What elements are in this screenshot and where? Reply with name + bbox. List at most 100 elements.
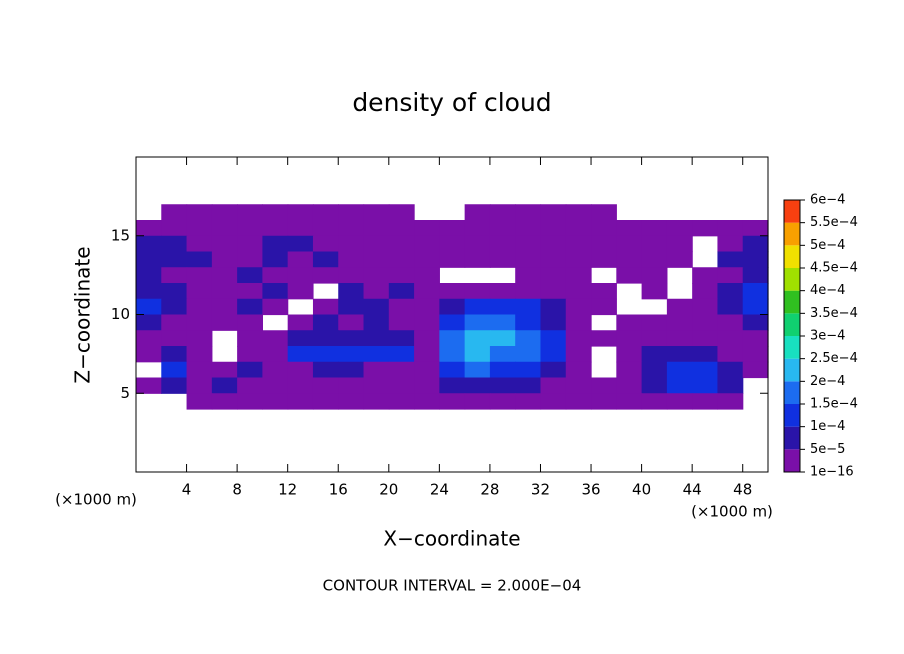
- colorbar-label: 3e−4: [810, 329, 845, 344]
- contour-cell: [717, 298, 744, 316]
- colorbar-swatch: [784, 336, 800, 359]
- contour-cell: [388, 346, 415, 363]
- contour-cell: [287, 314, 314, 331]
- contour-cell: [565, 251, 592, 268]
- contour-cell: [186, 235, 213, 253]
- contour-cell: [388, 298, 415, 316]
- contour-cell: [515, 298, 542, 316]
- contour-cell: [136, 298, 162, 316]
- contour-cell: [186, 298, 213, 316]
- contour-cell: [363, 298, 390, 316]
- contour-cell: [641, 220, 668, 237]
- contour-cell: [414, 220, 440, 237]
- colorbar-swatch: [784, 449, 800, 472]
- contour-cell: [540, 283, 567, 300]
- contour-cell: [388, 283, 415, 300]
- y-tick-label: 5: [120, 384, 130, 402]
- contour-cell: [211, 267, 238, 284]
- contour-cell: [388, 314, 415, 331]
- contour-cell: [515, 314, 542, 331]
- colorbar-swatch: [784, 313, 800, 336]
- contour-cell: [464, 330, 491, 347]
- x-tick-label: 40: [632, 481, 651, 499]
- contour-cell: [439, 298, 466, 316]
- contour-cell: [262, 393, 289, 410]
- contour-cell: [742, 251, 769, 268]
- contour-cell: [489, 204, 516, 221]
- contour-cell: [388, 377, 415, 394]
- contour-cell: [287, 393, 314, 410]
- contour-cell: [464, 220, 491, 237]
- x-unit: (×1000 m): [691, 503, 773, 521]
- contour-cell: [489, 377, 516, 394]
- contour-cell: [136, 220, 162, 237]
- contour-cell: [666, 393, 693, 410]
- colorbar-label: 2e−4: [810, 374, 845, 389]
- colorbar-swatch: [784, 290, 800, 314]
- colorbar-swatch: [784, 426, 800, 450]
- contour-cell: [591, 330, 617, 347]
- colorbar-label: 4e−4: [810, 283, 845, 298]
- contour-cell: [540, 298, 567, 316]
- contour-cell: [414, 267, 440, 284]
- contour-cell: [312, 330, 339, 347]
- contour-cell: [237, 220, 263, 237]
- contour-cell: [616, 361, 643, 379]
- contour-cell: [161, 220, 188, 237]
- contour-cell: [439, 330, 466, 347]
- contour-cell: [565, 298, 592, 316]
- colorbar-label: 3.5e−4: [810, 306, 858, 321]
- contour-cell: [237, 314, 263, 331]
- colorbar-label: 5e−5: [810, 442, 845, 457]
- contour-cell: [186, 330, 213, 347]
- contour-cell: [388, 204, 415, 221]
- contour-cell: [540, 267, 567, 284]
- contour-cell: [666, 298, 693, 316]
- contour-cell: [439, 377, 466, 394]
- contour-cell: [338, 251, 365, 268]
- colorbar-label: 4.5e−4: [810, 261, 858, 276]
- contour-cell: [515, 346, 542, 363]
- contour-cell: [439, 251, 466, 268]
- contour-cell: [287, 267, 314, 284]
- contour-cell: [211, 377, 238, 394]
- contour-cell: [414, 393, 440, 410]
- contour-cell: [591, 220, 617, 237]
- contour-cell: [464, 204, 491, 221]
- colorbar-label: 6e−4: [810, 193, 845, 208]
- contour-cell: [262, 361, 289, 379]
- contour-cell: [565, 346, 592, 363]
- contour-cell: [692, 298, 719, 316]
- contour-cell: [692, 346, 719, 363]
- contour-cell: [439, 220, 466, 237]
- contour-cell: [439, 361, 466, 379]
- contour-cell: [641, 393, 668, 410]
- contour-cell: [717, 346, 744, 363]
- contour-cell: [363, 393, 390, 410]
- contour-cell: [616, 314, 643, 331]
- contour-cell: [591, 251, 617, 268]
- x-tick-label: 4: [182, 481, 192, 499]
- contour-cell: [540, 377, 567, 394]
- x-tick-label: 12: [278, 481, 297, 499]
- contour-cell: [565, 314, 592, 331]
- contour-cell: [287, 377, 314, 394]
- contour-cell: [616, 377, 643, 394]
- contour-cell: [312, 204, 339, 221]
- contour-cell: [742, 346, 769, 363]
- contour-cell: [211, 283, 238, 300]
- contour-cell: [692, 330, 719, 347]
- contour-cell: [161, 204, 188, 221]
- contour-cell: [666, 220, 693, 237]
- contour-cell: [161, 283, 188, 300]
- contour-cell: [565, 361, 592, 379]
- contour-cell: [237, 346, 263, 363]
- contour-cell: [363, 235, 390, 253]
- x-tick-label: 44: [683, 481, 702, 499]
- contour-cell: [287, 330, 314, 347]
- contour-cell: [489, 361, 516, 379]
- x-axis-title: X−coordinate: [383, 527, 520, 551]
- contour-cell: [237, 235, 263, 253]
- contour-cell: [363, 267, 390, 284]
- contour-cell: [692, 314, 719, 331]
